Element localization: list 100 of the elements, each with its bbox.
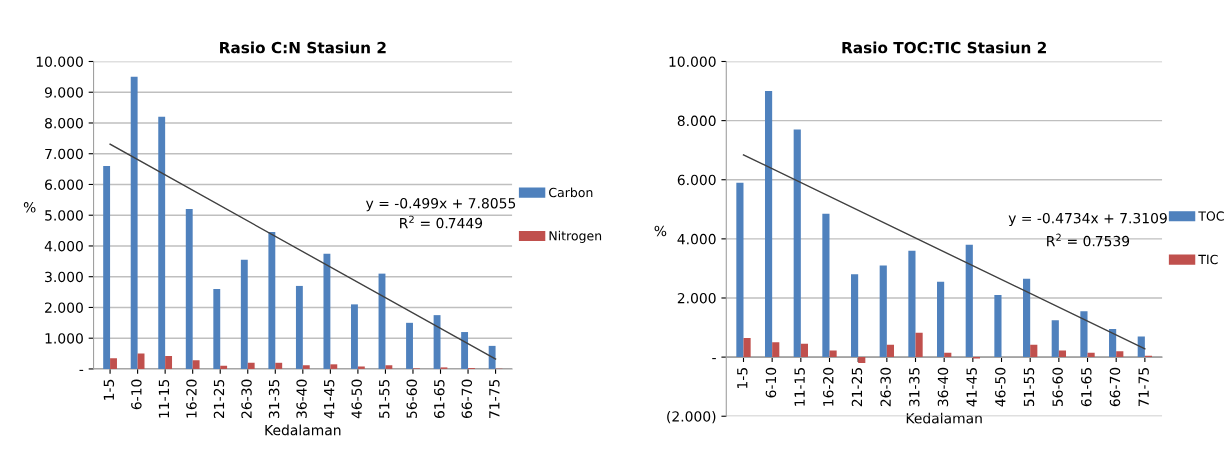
y-tick-label: 2.000 xyxy=(45,302,83,313)
y-tick-label: 7.000 xyxy=(45,148,83,160)
legend-label: Nitrogen xyxy=(549,230,602,243)
bar xyxy=(829,350,837,358)
bar xyxy=(192,360,200,369)
annotation: y = -0.499x + 7.8055 xyxy=(365,197,516,212)
bar xyxy=(879,265,887,358)
bar xyxy=(165,356,173,369)
x-tick-label: 31-35 xyxy=(268,379,280,418)
x-axis-title: Kedalaman xyxy=(906,412,982,424)
bar xyxy=(772,342,780,358)
y-tick-label: 2.000 xyxy=(677,292,716,304)
x-tick-label: 26-30 xyxy=(241,379,252,418)
x-tick-label: 31-35 xyxy=(909,368,920,407)
x-tick-label: 36-40 xyxy=(937,367,949,407)
bar xyxy=(965,244,973,358)
bar xyxy=(915,332,923,358)
annotation: y = -0.4734x + 7.3109 xyxy=(1008,212,1167,227)
bar xyxy=(994,295,1002,358)
x-tick-label: 46-50 xyxy=(351,379,362,419)
bar xyxy=(351,304,358,369)
y-tick-label: 8.000 xyxy=(677,115,716,127)
bar xyxy=(213,289,221,369)
bar xyxy=(268,232,276,369)
chart-title: Rasio TOC:TIC Stasiun 2 xyxy=(842,41,1046,54)
y-axis-title: % xyxy=(23,202,36,213)
x-tick-label: 41-45 xyxy=(324,379,335,419)
bar xyxy=(433,315,441,369)
bar xyxy=(220,365,228,369)
y-tick-label: (2.000) xyxy=(667,410,716,424)
bar xyxy=(385,365,393,369)
bar xyxy=(1030,344,1038,358)
x-tick-label: 21-25 xyxy=(213,379,225,418)
bar xyxy=(461,332,469,369)
x-tick-label: 6-10 xyxy=(131,379,142,410)
legend-label: TOC xyxy=(1198,211,1224,221)
x-tick-label: 61-65 xyxy=(434,379,445,419)
bar xyxy=(158,116,166,369)
bar xyxy=(908,250,916,358)
bar xyxy=(1051,320,1059,358)
bar xyxy=(743,337,751,358)
bar xyxy=(406,322,413,369)
x-tick-label: 51-55 xyxy=(379,379,390,418)
y-tick-label: 1.000 xyxy=(45,333,83,344)
bar xyxy=(1137,336,1145,358)
annotation: R$^{2}$ = 0.7449 xyxy=(400,215,483,229)
y-tick-label: - xyxy=(712,358,716,360)
y-tick-label: 6.000 xyxy=(677,174,716,186)
y-tick-label: - xyxy=(79,369,84,371)
bar xyxy=(323,253,331,369)
x-tick-label: 1-5 xyxy=(737,368,748,388)
bar xyxy=(1109,329,1117,358)
bar xyxy=(858,357,866,364)
bar xyxy=(851,274,859,358)
x-tick-label: 11-15 xyxy=(158,379,170,418)
annotation: R$^{2}$ = 0.7539 xyxy=(1047,233,1130,247)
bar xyxy=(247,362,255,369)
x-tick-label: 41-45 xyxy=(966,368,977,407)
x-tick-label: 66-70 xyxy=(1109,367,1121,407)
bar xyxy=(185,209,193,369)
y-tick-label: 3.000 xyxy=(45,271,83,283)
bar xyxy=(886,344,895,358)
x-tick-label: 61-65 xyxy=(1081,368,1092,407)
bar xyxy=(937,281,945,358)
y-tick-label: 5.000 xyxy=(45,210,83,221)
x-tick-label: 56-60 xyxy=(1052,367,1063,407)
bar xyxy=(1023,278,1031,358)
bar xyxy=(822,213,830,358)
x-tick-label: 71-75 xyxy=(1138,368,1149,407)
bar xyxy=(1080,311,1088,358)
bar xyxy=(330,364,338,369)
bar xyxy=(275,362,283,369)
bar xyxy=(736,182,744,358)
bar xyxy=(488,345,496,369)
legend-label: TIC xyxy=(1198,254,1218,265)
bar xyxy=(1116,351,1124,358)
legend-label: Carbon xyxy=(549,187,593,198)
bar xyxy=(800,343,808,358)
x-tick-label: 66-70 xyxy=(461,379,473,419)
bar xyxy=(302,365,310,369)
y-tick-label: 10.000 xyxy=(36,56,83,67)
bar xyxy=(110,358,117,369)
x-tick-label: 26-30 xyxy=(880,367,891,407)
bar xyxy=(764,91,773,358)
bar xyxy=(103,166,111,369)
bar xyxy=(130,76,138,369)
x-tick-label: 71-75 xyxy=(489,379,500,418)
chart-title: Rasio C:N Stasiun 2 xyxy=(220,41,386,54)
x-tick-label: 51-55 xyxy=(1023,368,1035,407)
x-tick-label: 21-25 xyxy=(851,368,863,407)
bar xyxy=(295,285,303,369)
x-axis-title: Kedalaman xyxy=(265,424,341,436)
x-tick-label: 46-50 xyxy=(995,367,1006,407)
bar xyxy=(240,259,248,369)
y-tick-label: 6.000 xyxy=(45,179,83,190)
y-tick-label: 4.000 xyxy=(677,233,716,245)
bar xyxy=(357,366,365,369)
bar xyxy=(793,129,801,358)
y-tick-label: 9.000 xyxy=(44,87,83,98)
x-tick-label: 11-15 xyxy=(794,368,805,406)
